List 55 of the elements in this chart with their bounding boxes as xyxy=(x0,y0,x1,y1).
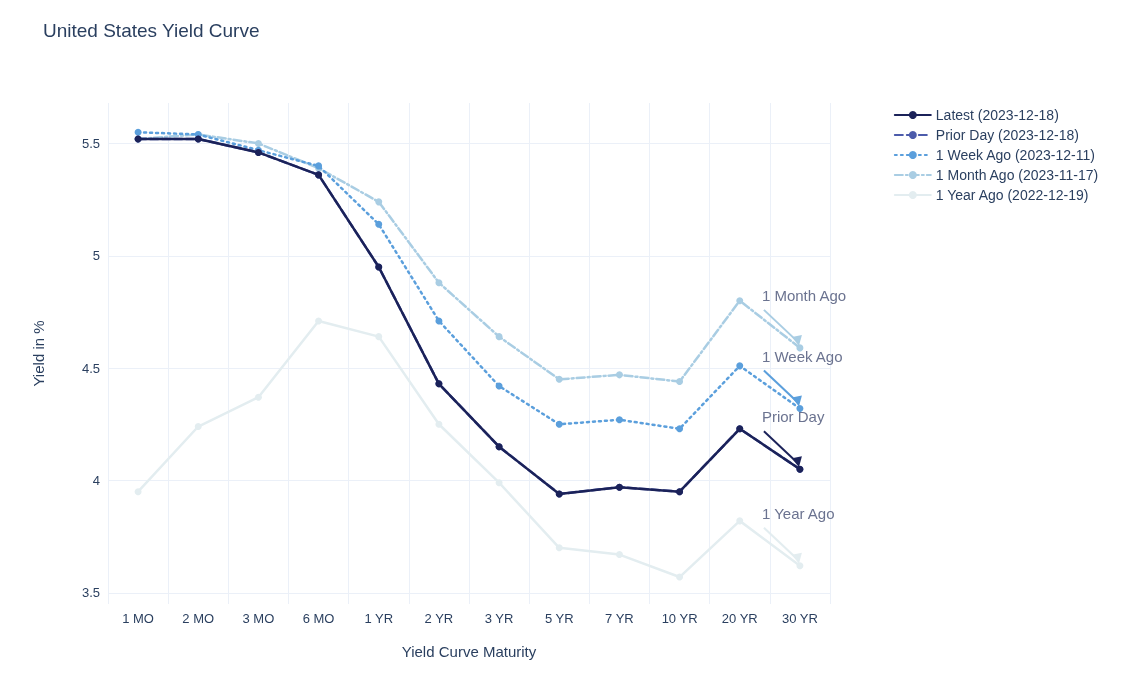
x-tick-label: 3 MO xyxy=(242,611,275,626)
legend-label: Prior Day (2023-12-18) xyxy=(935,127,1079,143)
x-tick-label: 6 MO xyxy=(302,611,335,626)
x-tick-label: 2 YR xyxy=(424,611,454,626)
point xyxy=(555,375,563,383)
legend-label: 1 Week Ago (2023-12-11) xyxy=(935,147,1095,163)
legend-label: 1 Month Ago (2023-11-17) xyxy=(935,167,1099,183)
x-tick-label: 10 YR xyxy=(661,611,698,626)
y-tick-label: 5.5 xyxy=(81,135,100,151)
point xyxy=(615,416,623,424)
x-tick-label: 20 YR xyxy=(721,611,758,626)
point xyxy=(736,297,744,305)
x-tick-label: 30 YR xyxy=(781,611,818,626)
y-tick-label: 3.5 xyxy=(81,585,100,601)
point xyxy=(555,420,563,428)
point xyxy=(194,423,202,431)
point xyxy=(254,139,262,147)
point xyxy=(736,362,744,370)
point xyxy=(134,488,142,496)
point xyxy=(796,562,804,570)
point xyxy=(555,544,563,552)
point xyxy=(375,198,383,206)
x-tick-label: 3 YR xyxy=(484,611,514,626)
annotation: Prior Day xyxy=(761,408,825,426)
point xyxy=(736,517,744,525)
annotation: 1 Year Ago xyxy=(761,504,835,522)
annotation: 1 Week Ago xyxy=(761,347,843,365)
y-axis-title: Yield in % xyxy=(30,320,47,387)
point xyxy=(615,551,623,559)
x-tick-label: 7 YR xyxy=(605,611,634,626)
point xyxy=(676,378,684,386)
point xyxy=(676,573,684,581)
point xyxy=(796,405,804,413)
point xyxy=(435,420,443,428)
x-tick-label: 2 MO xyxy=(182,611,215,626)
point xyxy=(435,279,443,287)
x-axis-title: Yield Curve Maturity xyxy=(401,643,537,660)
y-tick-label: 4 xyxy=(92,472,100,488)
y-tick-label: 5 xyxy=(92,248,100,264)
point xyxy=(254,393,262,401)
point xyxy=(495,479,503,487)
point xyxy=(615,371,623,379)
point xyxy=(375,220,383,228)
legend-label: 1 Year Ago (2022-12-19) xyxy=(935,187,1089,203)
point xyxy=(495,333,503,341)
point xyxy=(676,425,684,433)
x-tick-label: 1 MO xyxy=(122,611,154,626)
y-tick-label: 4.5 xyxy=(81,360,100,376)
annotation: 1 Month Ago xyxy=(761,286,847,304)
point xyxy=(315,317,323,325)
x-tick-label: 5 YR xyxy=(544,611,574,626)
chart-title: United States Yield Curve xyxy=(43,20,260,41)
point xyxy=(375,333,383,341)
legend-label: Latest (2023-12-18) xyxy=(935,107,1059,123)
x-tick-label: 1 YR xyxy=(364,611,394,626)
